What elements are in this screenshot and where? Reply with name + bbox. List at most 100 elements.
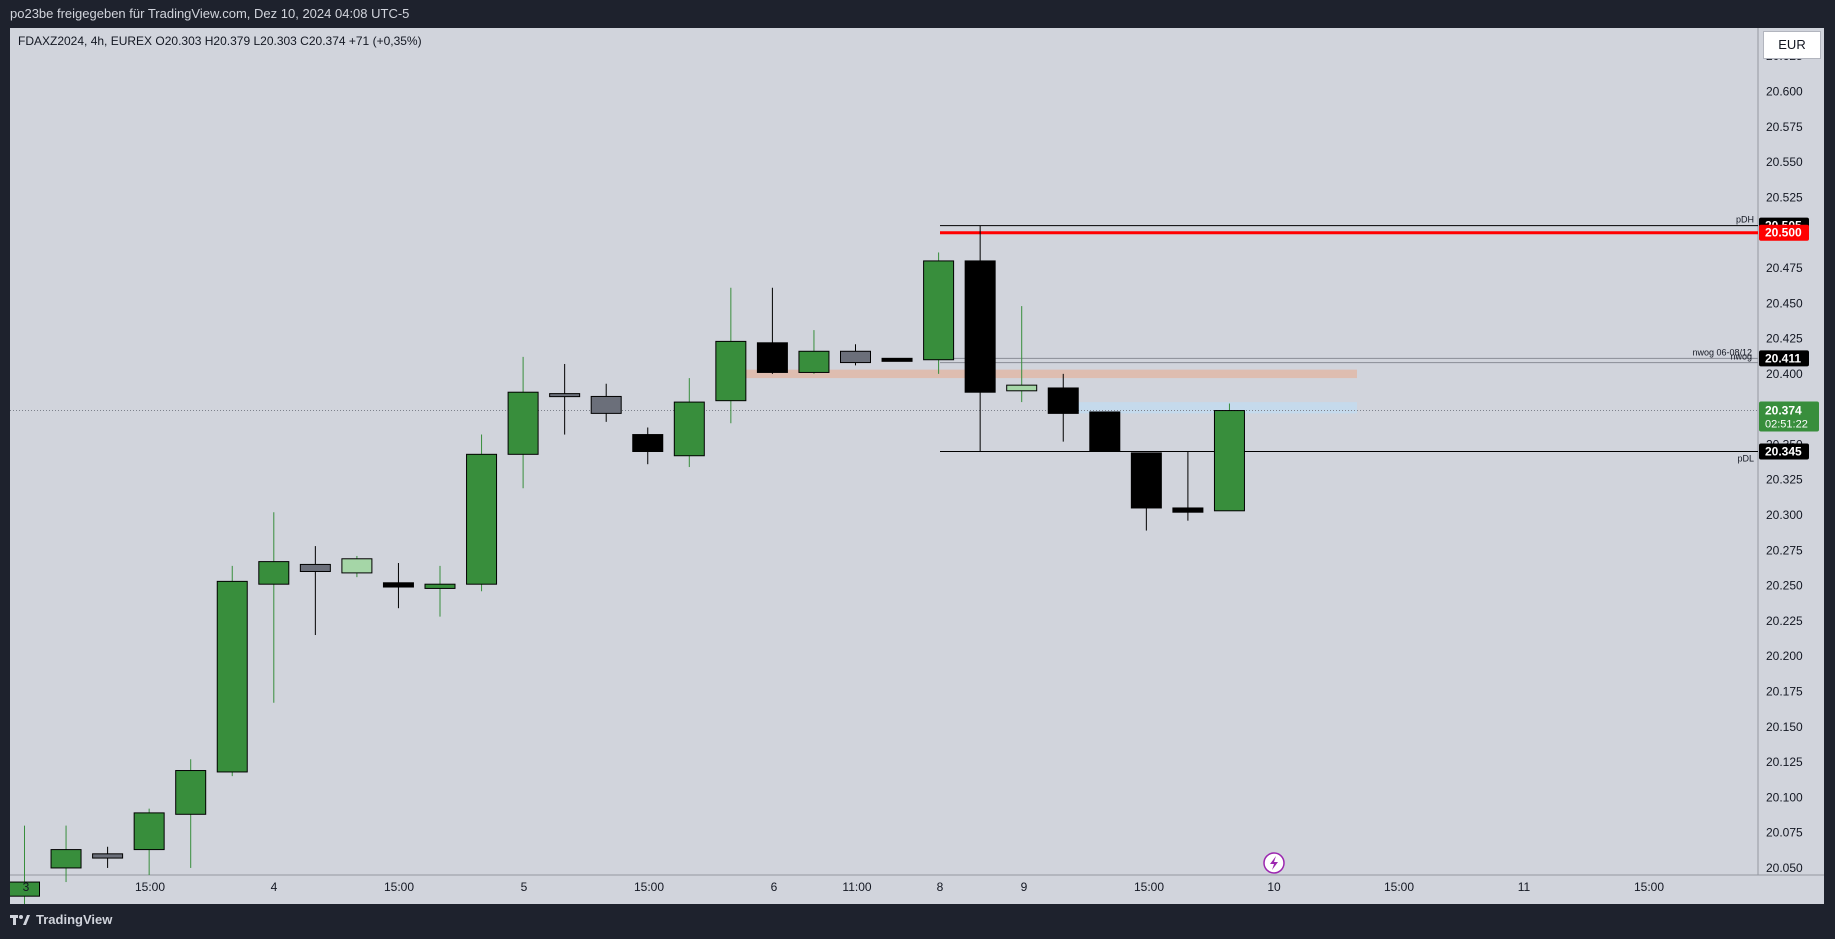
brand-name: TradingView bbox=[36, 912, 113, 927]
last-price-countdown: 02:51:22 bbox=[1765, 419, 1808, 431]
price-tag-text: 20.345 bbox=[1765, 445, 1802, 459]
candle-body bbox=[10, 881, 40, 897]
candle-body bbox=[50, 849, 82, 869]
candle-0 bbox=[10, 825, 40, 904]
candle-12 bbox=[507, 356, 539, 489]
price-tick-label: 20.175 bbox=[1766, 684, 1803, 698]
price-tick-label: 20.200 bbox=[1766, 649, 1803, 663]
price-tag-text: 20.500 bbox=[1765, 226, 1802, 240]
candle-15 bbox=[632, 427, 664, 465]
time-tick-label: 15:00 bbox=[634, 880, 664, 894]
price-tag-bg bbox=[1759, 224, 1809, 241]
chart-header-title: po23be freigegeben für TradingView.com, … bbox=[0, 0, 1835, 28]
time-tick-label: 15:00 bbox=[1384, 880, 1414, 894]
price-tag-20.411: 20.411 bbox=[1759, 350, 1809, 367]
candle-body bbox=[1213, 410, 1245, 512]
currency-button[interactable]: EUR bbox=[1763, 31, 1821, 59]
price-tick-label: 20.550 bbox=[1766, 155, 1803, 169]
candle-body bbox=[92, 853, 124, 859]
last-price-value: 20.374 bbox=[1765, 404, 1802, 418]
candle-body bbox=[466, 453, 498, 585]
price-tick-label: 20.125 bbox=[1766, 755, 1803, 769]
last-price-tag-bg bbox=[1759, 401, 1819, 432]
candle-1 bbox=[50, 825, 82, 883]
price-tick-label: 20.425 bbox=[1766, 332, 1803, 346]
price-tick-label: 20.300 bbox=[1766, 508, 1803, 522]
price-tick-label: 20.475 bbox=[1766, 261, 1803, 275]
price-tag-20.345: 20.345 bbox=[1759, 443, 1809, 460]
zone-blue bbox=[1077, 402, 1357, 414]
time-tick-label: 15:00 bbox=[1634, 880, 1664, 894]
candle-16 bbox=[673, 378, 705, 468]
candle-body bbox=[964, 260, 996, 393]
candle-20 bbox=[840, 344, 871, 366]
candle-body bbox=[840, 350, 871, 364]
candle-21 bbox=[881, 357, 913, 362]
candle-body bbox=[424, 583, 456, 589]
price-tick-label: 20.325 bbox=[1766, 473, 1803, 487]
time-tick-label: 10 bbox=[1267, 880, 1281, 894]
candle-4 bbox=[175, 759, 207, 868]
price-tick-label: 20.075 bbox=[1766, 826, 1803, 840]
time-tick-label: 3 bbox=[23, 880, 30, 894]
price-tick-label: 20.275 bbox=[1766, 543, 1803, 557]
candle-10 bbox=[424, 565, 456, 617]
price-tag-text: 20.411 bbox=[1765, 351, 1801, 365]
lightning-icon-bolt bbox=[1270, 856, 1278, 870]
candle-11 bbox=[466, 434, 498, 592]
candle-body bbox=[715, 340, 747, 402]
candle-body bbox=[1047, 387, 1079, 414]
time-axis[interactable]: 3 15:00 4 15:00 5 15:00 6 11:00 8 9 15:00 10 15:00 11… bbox=[23, 880, 1665, 894]
time-tick-label: 9 bbox=[1021, 880, 1028, 894]
price-axis[interactable]: 20.62520.60020.57520.55020.52520.50020.4… bbox=[1759, 49, 1819, 875]
candle-17 bbox=[715, 287, 747, 424]
price-tick-label: 20.050 bbox=[1766, 861, 1803, 875]
lightning-event-icon bbox=[1263, 852, 1285, 874]
price-tick-label: 20.150 bbox=[1766, 720, 1803, 734]
price-tick-label: 20.450 bbox=[1766, 296, 1803, 310]
candle-body bbox=[299, 563, 331, 572]
candle-9 bbox=[382, 563, 414, 609]
candle-body bbox=[881, 357, 913, 362]
price-tag-bg bbox=[1759, 350, 1809, 367]
candle-body bbox=[258, 561, 290, 585]
candle-14 bbox=[590, 383, 622, 422]
candle-body bbox=[382, 582, 414, 588]
price-tick-label: 20.400 bbox=[1766, 367, 1803, 381]
candle-26 bbox=[1089, 411, 1121, 452]
brand[interactable]: TradingView bbox=[10, 912, 112, 927]
price-tick-label: 20.250 bbox=[1766, 579, 1803, 593]
time-tick-label: 15:00 bbox=[384, 880, 414, 894]
zone-orange bbox=[733, 369, 1357, 379]
candle-24 bbox=[1006, 306, 1038, 403]
candle-2 bbox=[92, 846, 124, 868]
candle-body bbox=[507, 391, 539, 455]
candle-body bbox=[175, 770, 207, 815]
candle-22 bbox=[923, 252, 955, 374]
level-label-nwog: nwog 06-08/12 bbox=[1692, 347, 1752, 357]
candle-27 bbox=[1130, 452, 1162, 531]
candle-23 bbox=[964, 225, 996, 452]
time-tick-label: 15:00 bbox=[1134, 880, 1164, 894]
level-label-nwog: nwog bbox=[1730, 352, 1752, 362]
time-tick-label: 6 bbox=[771, 880, 778, 894]
candle-29 bbox=[1213, 403, 1245, 512]
time-tick-label: 11 bbox=[1518, 880, 1531, 894]
candle-body bbox=[798, 350, 830, 373]
price-tick-label: 20.525 bbox=[1766, 190, 1803, 204]
candle-body bbox=[923, 260, 955, 361]
candle-8 bbox=[341, 555, 373, 578]
candle-3 bbox=[133, 808, 165, 875]
time-tick-label: 15:00 bbox=[135, 880, 165, 894]
time-tick-label: 11:00 bbox=[842, 880, 871, 894]
candle-body bbox=[216, 580, 248, 773]
level-label-pDH: pDH bbox=[1736, 215, 1754, 225]
candle-body bbox=[632, 434, 664, 452]
time-tick-label: 8 bbox=[937, 880, 944, 894]
candle-body bbox=[1089, 411, 1121, 452]
candle-body bbox=[756, 342, 788, 373]
candle-body bbox=[590, 395, 622, 414]
